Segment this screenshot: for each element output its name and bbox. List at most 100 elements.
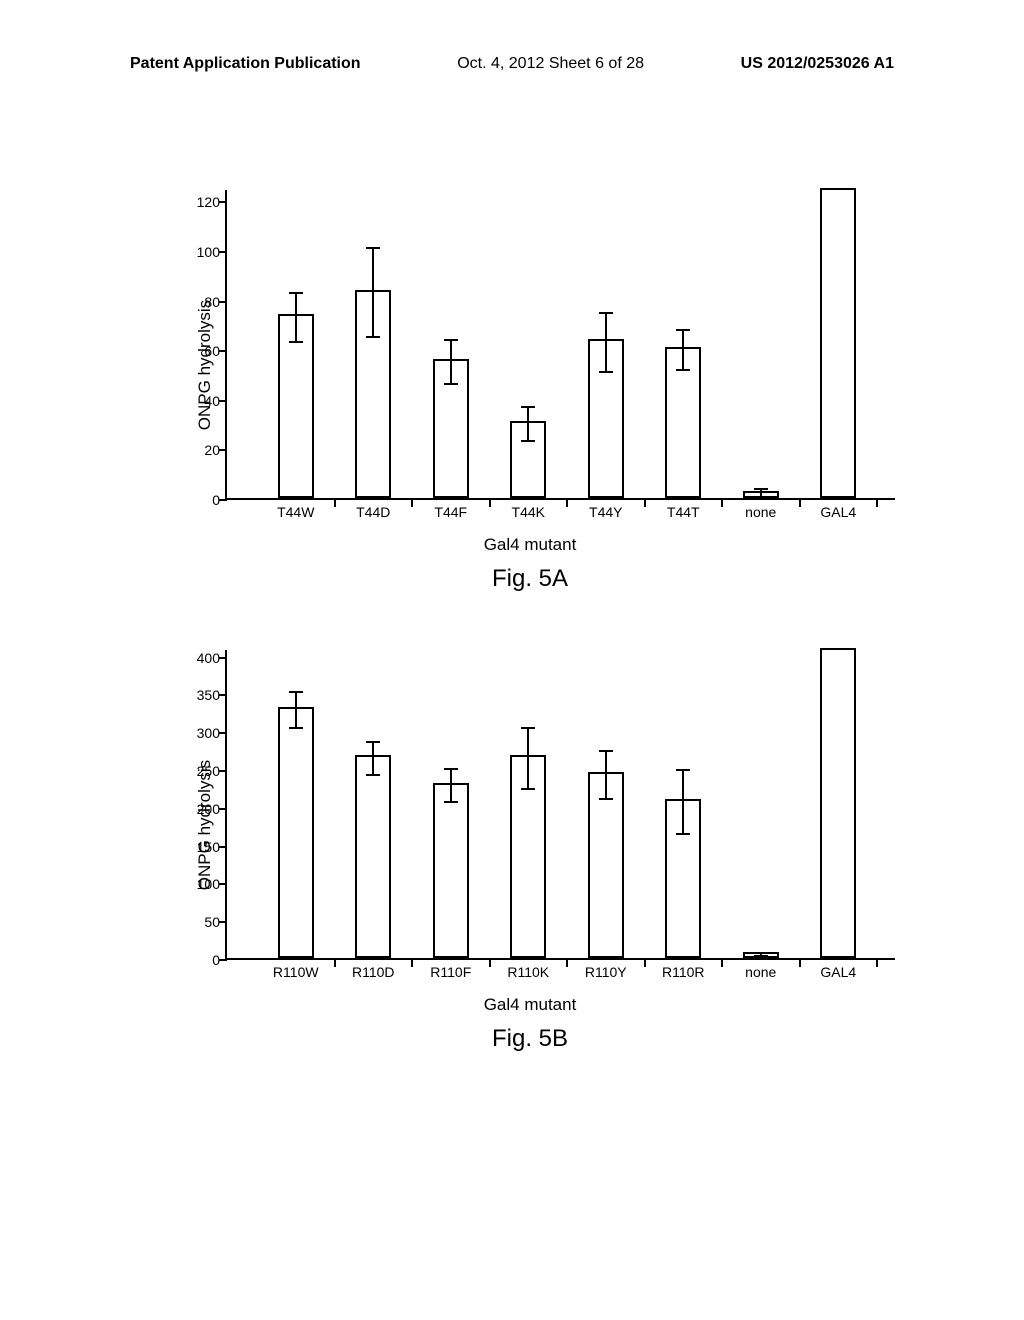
ytick	[219, 449, 227, 451]
xtick-mark	[334, 500, 336, 507]
error-cap	[754, 498, 768, 500]
error-bar	[605, 750, 607, 798]
xtick-label: GAL4	[820, 964, 856, 980]
xtick-mark	[489, 960, 491, 967]
xtick-mark	[411, 960, 413, 967]
xtick-label: GAL4	[820, 504, 856, 520]
ylabel-a: ONPG hydrolysis	[195, 300, 215, 430]
xtick-mark	[799, 500, 801, 507]
xtick-label: R110W	[273, 964, 319, 980]
error-cap	[444, 768, 458, 770]
ytick-label: 40	[180, 393, 220, 409]
error-bar	[527, 406, 529, 441]
ytick	[219, 251, 227, 253]
chart-5b: ONPG hydrolysis R110WR110DR110FR110KR110…	[165, 650, 895, 1000]
xtick-mark	[489, 500, 491, 507]
bar	[820, 188, 856, 498]
page-header: Patent Application Publication Oct. 4, 2…	[0, 55, 1024, 73]
xtick-label: T44Y	[589, 504, 622, 520]
error-cap	[599, 750, 613, 752]
ytick-label: 400	[180, 650, 220, 666]
ytick	[219, 770, 227, 772]
ytick-label: 100	[180, 876, 220, 892]
error-cap	[366, 247, 380, 249]
ytick-label: 100	[180, 244, 220, 260]
error-cap	[676, 329, 690, 331]
error-cap	[289, 292, 303, 294]
xtick-mark	[721, 500, 723, 507]
xtick-mark	[876, 960, 878, 967]
ytick-label: 0	[180, 492, 220, 508]
ytick-label: 250	[180, 763, 220, 779]
ytick-label: 0	[180, 952, 220, 968]
ytick-label: 80	[180, 294, 220, 310]
error-bar	[682, 329, 684, 369]
xtick-label: R110F	[430, 964, 471, 980]
ytick	[219, 921, 227, 923]
error-cap	[444, 339, 458, 341]
ytick	[219, 959, 227, 961]
xtick-label: R110K	[507, 964, 549, 980]
error-bar	[372, 247, 374, 336]
error-cap	[444, 383, 458, 385]
xtick-label: T44K	[512, 504, 545, 520]
xtick-label: T44F	[434, 504, 467, 520]
xtick-label: T44W	[277, 504, 314, 520]
error-cap	[521, 727, 535, 729]
xtick-mark	[644, 500, 646, 507]
xtick-mark	[411, 500, 413, 507]
xtick-mark	[876, 500, 878, 507]
error-cap	[676, 833, 690, 835]
bar	[433, 783, 469, 958]
error-cap	[289, 341, 303, 343]
ytick-label: 50	[180, 914, 220, 930]
error-cap	[676, 369, 690, 371]
ytick	[219, 694, 227, 696]
error-cap	[754, 488, 768, 490]
header-right: US 2012/0253026 A1	[741, 55, 894, 73]
error-cap	[599, 798, 613, 800]
xtick-label: none	[745, 504, 776, 520]
error-bar	[450, 768, 452, 801]
error-cap	[366, 774, 380, 776]
ylabel-b: ONPG hydrolysis	[195, 760, 215, 890]
error-cap	[754, 955, 768, 957]
error-cap	[521, 406, 535, 408]
ytick	[219, 883, 227, 885]
error-cap	[521, 440, 535, 442]
xtick-mark	[721, 960, 723, 967]
xtick-label: R110R	[662, 964, 705, 980]
error-bar	[295, 691, 297, 727]
ytick-label: 350	[180, 687, 220, 703]
error-bar	[527, 727, 529, 787]
xtick-label: R110D	[352, 964, 395, 980]
header-left: Patent Application Publication	[130, 55, 361, 73]
ytick-label: 60	[180, 343, 220, 359]
ytick	[219, 846, 227, 848]
error-cap	[599, 312, 613, 314]
error-bar	[295, 292, 297, 342]
error-cap	[599, 371, 613, 373]
ytick-label: 20	[180, 442, 220, 458]
xtick-mark	[334, 960, 336, 967]
xlabel-a: Gal4 mutant	[484, 535, 577, 555]
error-cap	[754, 952, 768, 954]
chart-5a: ONPG hydrolysis T44WT44DT44FT44KT44YT44T…	[165, 190, 895, 540]
xtick-mark	[799, 960, 801, 967]
xtick-mark	[566, 960, 568, 967]
ytick	[219, 499, 227, 501]
xtick-mark	[644, 960, 646, 967]
error-bar	[682, 769, 684, 833]
bar	[355, 755, 391, 958]
plot-area-b: R110WR110DR110FR110KR110YR110RnoneGAL4	[225, 650, 895, 960]
xtick-label: T44D	[356, 504, 390, 520]
bar	[278, 707, 314, 958]
ytick-label: 150	[180, 839, 220, 855]
caption-b: Fig. 5B	[492, 1025, 568, 1053]
ytick-label: 120	[180, 194, 220, 210]
error-cap	[366, 336, 380, 338]
ytick-label: 200	[180, 801, 220, 817]
ytick	[219, 201, 227, 203]
xtick-label: none	[745, 964, 776, 980]
ytick	[219, 400, 227, 402]
